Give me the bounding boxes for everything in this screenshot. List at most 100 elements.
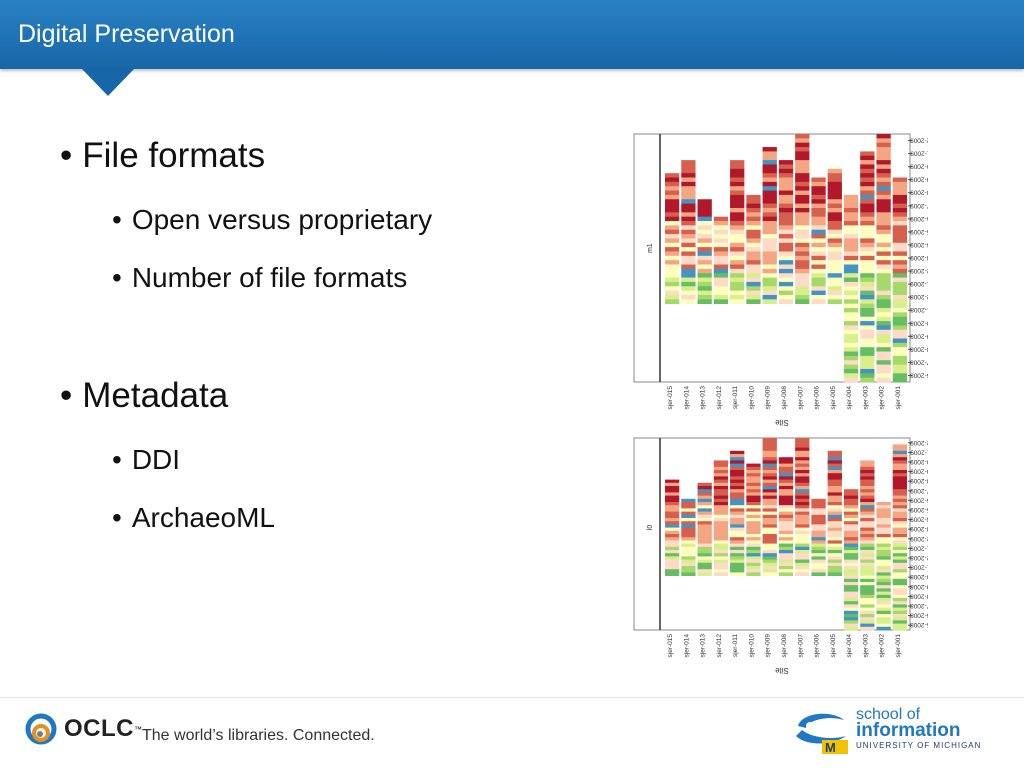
heatmap-cell	[892, 482, 907, 487]
bullet-text: File formats	[82, 136, 266, 175]
heatmap-cell	[795, 290, 810, 296]
heatmap-cell	[795, 556, 810, 560]
heatmap-cell	[746, 495, 761, 500]
heatmap-cell	[665, 550, 680, 554]
heatmap-cell	[778, 540, 794, 544]
heatmap-cell	[665, 225, 680, 231]
heatmap-cell	[762, 473, 777, 477]
heatmap-cell	[665, 479, 680, 484]
heatmap-cell	[860, 489, 875, 493]
heatmap-cell	[892, 312, 907, 318]
heatmap-cell	[860, 524, 875, 528]
heatmap-cell	[795, 566, 810, 570]
heatmap-cell	[843, 255, 859, 261]
heatmap-cell	[892, 229, 907, 235]
sub-bullet-archaeoml: • ArchaeoML	[112, 502, 275, 534]
heatmap-cell	[860, 212, 875, 218]
heatmap-cell	[892, 454, 907, 458]
heatmap-cell	[713, 255, 729, 261]
heatmap-cell	[681, 203, 696, 209]
heatmap-cell	[762, 495, 777, 500]
heatmap-cell	[730, 281, 745, 287]
heatmap-cell	[811, 238, 826, 244]
heatmap-cell	[811, 572, 826, 576]
heatmap-cell	[843, 598, 859, 602]
heatmap-cell	[795, 151, 810, 157]
heatmap-cell	[778, 286, 794, 292]
x-tick-label: sjer-009	[765, 386, 772, 410]
heatmap-cell	[778, 457, 794, 461]
heatmap-cell	[762, 286, 777, 292]
heatmap-cell	[665, 199, 680, 205]
heatmap-cell	[746, 238, 761, 244]
heatmap-cell	[876, 212, 891, 218]
heatmap-cell	[892, 575, 907, 580]
heatmap-cell	[827, 286, 842, 292]
y-tick-label: 05-2009	[910, 228, 928, 235]
heatmap-cell	[876, 238, 891, 244]
heatmap-cell	[892, 476, 907, 480]
heatmap-cell	[876, 147, 891, 152]
heatmap-cell	[665, 268, 680, 274]
heatmap-cell	[681, 247, 696, 252]
heatmap-cell	[762, 566, 777, 570]
heatmap-cell	[860, 594, 875, 599]
heatmap-cell	[762, 155, 777, 161]
sub-bullet-open-proprietary: • Open versus proprietary	[112, 204, 432, 236]
heatmap-cell	[665, 562, 680, 567]
heatmap-cell	[681, 212, 696, 218]
heatmap-cell	[746, 260, 761, 265]
heatmap-cell	[860, 203, 875, 209]
heatmap-cell	[681, 186, 696, 191]
heatmap-cell	[860, 540, 875, 544]
heatmap-cell	[827, 251, 842, 257]
heatmap-cell	[811, 537, 826, 541]
heatmap-cell	[746, 566, 761, 570]
heatmap-cell	[697, 505, 712, 509]
heatmap-cell	[762, 527, 777, 532]
heatmap-cell	[811, 502, 826, 506]
heatmap-cell	[730, 524, 745, 528]
heatmap-cell	[795, 502, 810, 506]
heatmap-cell	[892, 559, 907, 564]
x-tick-label: sjer-007	[797, 386, 804, 410]
heatmap-cell	[730, 569, 745, 573]
heatmap-cell	[843, 508, 859, 512]
heatmap-cell	[713, 562, 729, 567]
heatmap-cell	[730, 537, 745, 541]
heatmap-cell	[762, 251, 777, 257]
x-tick-label: sjer-003	[862, 386, 869, 410]
heatmap-cell	[827, 479, 842, 484]
heatmap-cell	[762, 498, 777, 503]
heatmap-cell	[762, 212, 777, 218]
heatmap-cell	[892, 264, 907, 270]
heatmap-cell	[681, 221, 696, 226]
heatmap-cell	[827, 457, 842, 461]
heatmap-cell	[843, 530, 859, 535]
x-tick-label: sjer-004	[846, 634, 853, 658]
heatmap-cell	[795, 562, 810, 567]
heatmap-cell	[665, 212, 680, 218]
heatmap-cell	[876, 207, 891, 213]
heatmap-cell	[778, 572, 794, 576]
heatmap-cell	[762, 229, 777, 235]
heatmap-cell	[843, 194, 859, 200]
heatmap-cell	[762, 470, 777, 474]
heatmap-cell	[665, 569, 680, 573]
heatmap-cell	[713, 242, 729, 248]
heatmap-cell	[876, 364, 891, 370]
heatmap-cell	[795, 537, 810, 541]
heatmap-cell	[876, 190, 891, 196]
heatmap-cell	[843, 247, 859, 252]
heatmap-cell	[730, 508, 745, 512]
heatmap-cell	[876, 234, 891, 239]
heatmap-cell	[795, 147, 810, 152]
heatmap-cell	[860, 617, 875, 621]
heatmap-cell	[681, 562, 696, 567]
heatmap-cell	[665, 556, 680, 560]
heatmap-cell	[843, 321, 859, 326]
heatmap-cell	[860, 294, 875, 300]
heatmap-cell	[892, 543, 907, 548]
slide-header: Digital Preservation	[0, 0, 1024, 69]
heatmap-cell	[762, 299, 777, 305]
